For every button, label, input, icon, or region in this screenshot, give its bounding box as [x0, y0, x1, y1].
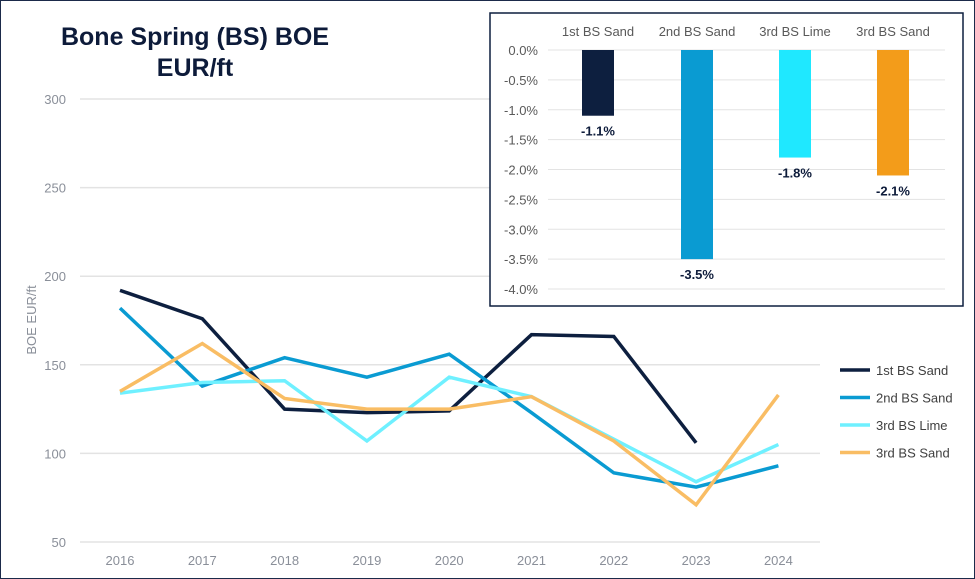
legend-label: 3rd BS Lime [876, 418, 948, 433]
y-tick-label: 50 [52, 535, 66, 550]
inset-y-tick-label: 0.0% [508, 43, 538, 58]
inset-y-tick-label: -3.5% [504, 252, 538, 267]
inset-category-label: 3rd BS Lime [759, 24, 831, 39]
inset-y-tick-label: -1.0% [504, 103, 538, 118]
x-tick-label: 2018 [270, 553, 299, 568]
x-tick-label: 2016 [106, 553, 135, 568]
legend-label: 1st BS Sand [876, 363, 948, 378]
legend-label: 2nd BS Sand [876, 391, 953, 406]
x-tick-label: 2021 [517, 553, 546, 568]
inset-category-label: 2nd BS Sand [659, 24, 736, 39]
series-line-0 [119, 288, 698, 444]
inset-data-label: -3.5% [680, 267, 714, 282]
y-tick-label: 250 [44, 181, 66, 196]
inset-bar [681, 50, 713, 260]
y-tick-label: 200 [44, 269, 66, 284]
y-tick-label: 300 [44, 92, 66, 107]
y-axis-label: BOE EUR/ft [24, 285, 39, 355]
inset-y-tick-label: -1.5% [504, 133, 538, 148]
inset-y-tick-label: -3.0% [504, 222, 538, 237]
inset-bar [779, 50, 811, 158]
inset-data-label: -1.8% [778, 166, 812, 181]
inset-y-tick-label: -2.5% [504, 192, 538, 207]
chart-title: Bone Spring (BS) BOE EUR/ft [60, 23, 330, 82]
legend-label: 3rd BS Sand [876, 446, 950, 461]
y-tick-label: 100 [44, 446, 66, 461]
inset-data-label: -2.1% [876, 183, 910, 198]
inset-y-tick-label: -4.0% [504, 282, 538, 297]
x-tick-label: 2022 [599, 553, 628, 568]
inset-category-label: 1st BS Sand [562, 24, 634, 39]
inset-data-label: -1.1% [581, 124, 615, 139]
inset-y-tick-label: -2.0% [504, 163, 538, 178]
inset-bar [877, 50, 909, 176]
x-tick-label: 2024 [764, 553, 793, 568]
x-tick-label: 2019 [352, 553, 381, 568]
inset-category-label: 3rd BS Sand [856, 24, 930, 39]
inset-y-tick-label: -0.5% [504, 73, 538, 88]
inset-bar [582, 50, 614, 116]
y-tick-label: 150 [44, 358, 66, 373]
x-tick-label: 2020 [435, 553, 464, 568]
x-tick-label: 2023 [682, 553, 711, 568]
x-tick-label: 2017 [188, 553, 217, 568]
